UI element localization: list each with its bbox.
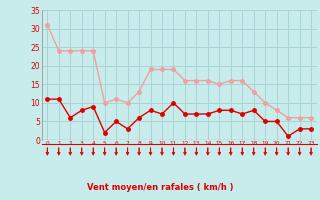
Text: Vent moyen/en rafales ( km/h ): Vent moyen/en rafales ( km/h )	[87, 183, 233, 192]
